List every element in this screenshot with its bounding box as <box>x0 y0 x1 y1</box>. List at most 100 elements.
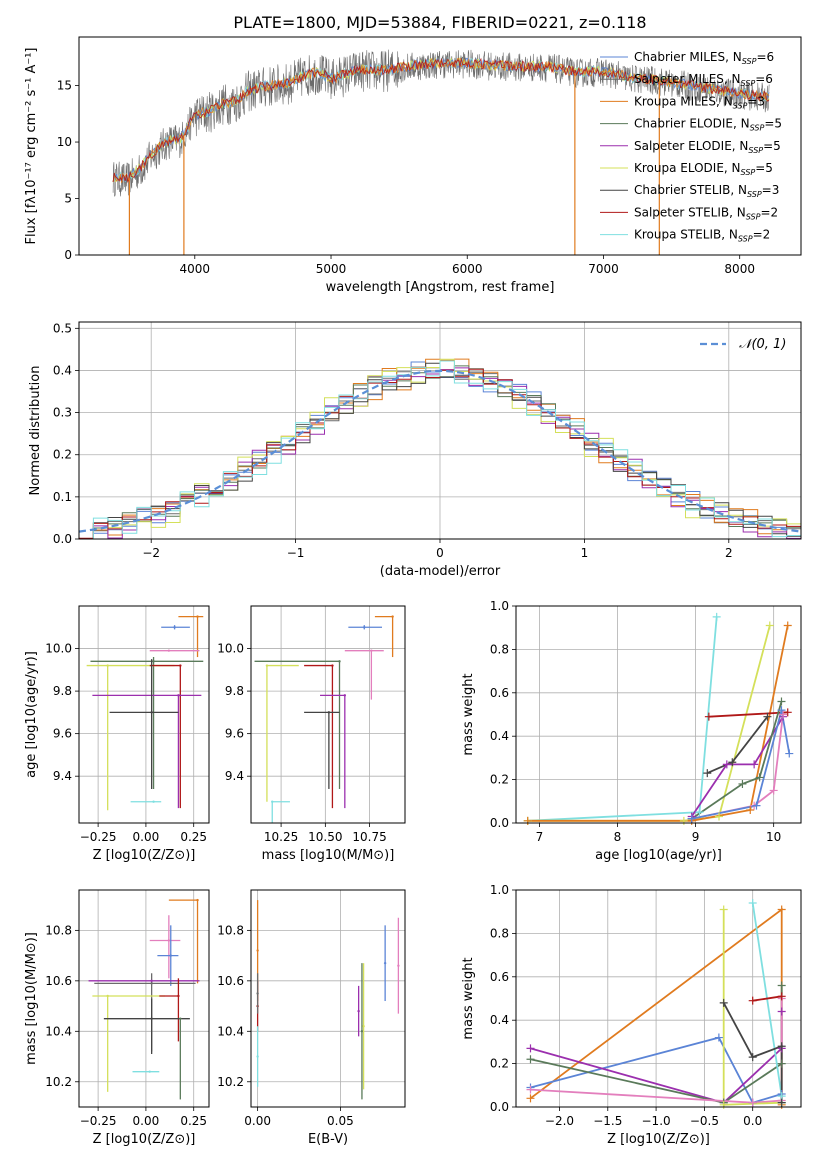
tick-label-y: 0.2 <box>490 773 509 787</box>
axis-label-y: age [log10(age/yr)] <box>24 651 39 778</box>
plus-marker <box>765 621 774 630</box>
tick-label-y: 0.5 <box>53 321 72 335</box>
data-point <box>152 800 155 803</box>
plus-marker <box>777 1007 786 1016</box>
tick-label-y: 0 <box>64 248 72 262</box>
data-point <box>148 1070 151 1073</box>
plus-marker <box>526 1055 535 1064</box>
tick-label-x: 0.25 <box>180 830 207 844</box>
normal-curve <box>79 369 801 533</box>
plus-marker <box>748 1098 757 1107</box>
plus-marker <box>777 1042 786 1051</box>
tick-label-x: −0.5 <box>690 1114 719 1128</box>
plus-marker <box>777 905 786 914</box>
plot-area <box>527 616 791 822</box>
histogram-series <box>79 360 801 539</box>
data-point <box>327 711 331 714</box>
axis-label-x: (data-model)/error <box>380 564 501 579</box>
tick-label-x: 8 <box>614 830 622 844</box>
legend: Chabrier MILES, NSSP=6 Salpeter MILES, NS… <box>600 50 782 244</box>
tick-label-y: 10.4 <box>217 1024 244 1038</box>
axis-label-y: Flux [fλ10⁻¹⁷ erg cm⁻² s⁻¹ A⁻¹] <box>24 48 39 245</box>
tick-label-y: 0.0 <box>53 532 72 546</box>
tick-label-y: 10.8 <box>217 923 244 937</box>
data-point <box>370 649 373 652</box>
data-point <box>357 1009 360 1013</box>
data-point <box>256 949 259 952</box>
data-point <box>169 954 172 957</box>
tick-label-y: 5 <box>64 192 72 206</box>
plus-marker <box>704 712 713 721</box>
plus-marker <box>719 998 728 1007</box>
tick-label-y: 9.8 <box>53 684 72 698</box>
data-point <box>179 1017 182 1020</box>
weight-line <box>722 1002 783 1103</box>
axis-label-x: wavelength [Angstrom, rest frame] <box>326 280 555 295</box>
tick-label-x: 8000 <box>724 262 755 276</box>
axis-label-x: Z [log10(Z/Z⊙)] <box>607 1132 710 1147</box>
weight-line <box>527 625 771 822</box>
panel-residuals: −2 −1 0 1 2 0.0 0.1 0.2 0.3 0.4 0.5 (data-model)/er… <box>28 321 802 579</box>
tick-label-x: −0.25 <box>80 1114 117 1128</box>
legend-entry: Kroupa STELIB, NSSP=2 <box>634 228 770 244</box>
plus-marker <box>783 621 792 630</box>
tick-label-y: 0.3 <box>53 406 72 420</box>
plus-marker <box>777 697 786 706</box>
tick-label-y: 0.1 <box>53 490 72 504</box>
data-point <box>331 664 334 667</box>
weight-line <box>708 711 788 718</box>
weight-line <box>527 625 789 822</box>
plus-marker <box>783 708 792 717</box>
tick-label-x: −1 <box>287 546 305 560</box>
tick-label-y: 0.8 <box>490 926 509 940</box>
tick-label-x: 10 <box>766 830 781 844</box>
tick-label-x: 10.75 <box>352 830 386 844</box>
weight-line <box>691 701 783 820</box>
data-point <box>167 649 171 652</box>
legend-entry: Chabrier STELIB, NSSP=3 <box>634 183 779 199</box>
plus-marker <box>695 808 704 817</box>
axis-label-x: age [log10(age/yr)] <box>595 848 722 863</box>
legend-entry: Chabrier ELODIE, NSSP=5 <box>634 117 782 133</box>
tick-label-y: 0.4 <box>490 729 509 743</box>
data-point <box>360 1030 364 1033</box>
panel-weight_vs_z: −2.0 −1.5 −1.0 −0.5 0.0 0.0 0.2 0.4 0.6 0.8 1.0 Z [… <box>461 883 802 1147</box>
tick-label-x: 7 <box>536 830 544 844</box>
data-point <box>177 694 180 697</box>
plus-marker <box>719 905 728 914</box>
panel-spectrum: 4000 5000 6000 7000 8000 0 5 10 15 wavelength [An… <box>24 36 802 295</box>
tick-label-x: 7000 <box>588 262 619 276</box>
panel-mass_vs_z: −0.25 0.00 0.25 10.2 10.4 10.6 10.8 Z [log10(Z/… <box>24 889 210 1147</box>
plus-marker <box>703 769 712 778</box>
data-point <box>343 694 347 697</box>
data-point <box>179 664 182 667</box>
tick-label-y: 0.4 <box>53 363 72 377</box>
data-point <box>152 660 155 663</box>
legend-entry: Salpeter ELODIE, NSSP=5 <box>634 139 781 155</box>
tick-label-y: 10.8 <box>45 923 72 937</box>
tick-label-x: 0 <box>436 546 444 560</box>
axis-label-y: mass [log10(M/M⊙)] <box>24 932 39 1065</box>
tick-label-x: 0.00 <box>133 830 160 844</box>
data-point <box>150 982 153 985</box>
data-point <box>196 898 199 902</box>
axis-label-y: Normed distribution <box>28 366 43 496</box>
axes-frame <box>515 889 802 1108</box>
tick-label-x: −2 <box>142 546 160 560</box>
plus-marker <box>752 801 761 810</box>
weight-line <box>752 995 782 1002</box>
panel-age_vs_z: −0.25 0.00 0.25 9.4 9.6 9.8 10.0 Z [log10(Z/Z⊙)… <box>24 605 210 863</box>
tick-label-y: 0.2 <box>490 1057 509 1071</box>
plot-area <box>86 615 204 811</box>
tick-label-x: 6000 <box>452 262 483 276</box>
data-point <box>271 800 274 803</box>
tick-label-y: 10.6 <box>217 974 244 988</box>
tick-label-y: 10.0 <box>45 642 72 656</box>
tick-label-x: 10.25 <box>264 830 298 844</box>
data-point <box>256 1055 259 1058</box>
axes-frame <box>78 889 210 1108</box>
tick-label-y: 9.6 <box>225 727 244 741</box>
plot-area <box>254 615 394 823</box>
legend-entry: Kroupa ELODIE, NSSP=5 <box>634 161 773 177</box>
plus-marker <box>526 1044 535 1053</box>
